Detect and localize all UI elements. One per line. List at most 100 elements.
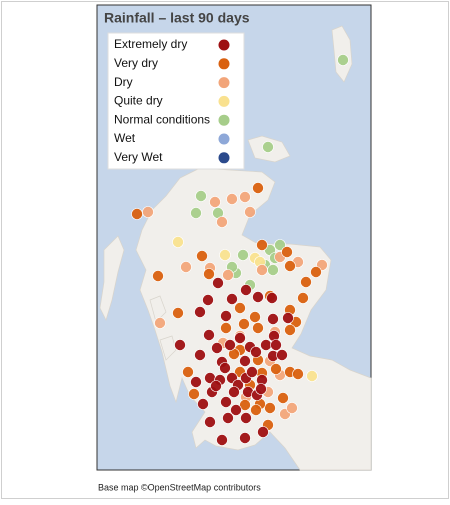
station-dot: [270, 363, 282, 375]
legend-swatch: [218, 39, 230, 51]
station-dot: [239, 399, 251, 411]
station-dot: [234, 302, 246, 314]
station-dot: [210, 380, 222, 392]
station-dot: [194, 306, 206, 318]
station-dot: [274, 239, 286, 251]
station-dot: [284, 324, 296, 336]
station-dot: [216, 434, 228, 446]
station-dot: [203, 268, 215, 280]
station-dot: [152, 270, 164, 282]
station-dot: [239, 432, 251, 444]
station-dot: [222, 412, 234, 424]
station-dot: [188, 388, 200, 400]
station-dot: [264, 402, 276, 414]
station-dot: [237, 249, 249, 261]
station-dot: [182, 366, 194, 378]
station-dot: [310, 266, 322, 278]
station-dot: [226, 193, 238, 205]
station-dot: [174, 339, 186, 351]
station-dot: [255, 383, 267, 395]
station-dot: [267, 313, 279, 325]
stations: [131, 54, 349, 446]
station-dot: [228, 386, 240, 398]
station-dot: [211, 342, 223, 354]
legend-swatch: [218, 77, 230, 89]
legend-label: Quite dry: [114, 94, 163, 108]
station-dot: [246, 366, 258, 378]
station-dot: [220, 396, 232, 408]
station-dot: [226, 293, 238, 305]
station-dot: [250, 346, 262, 358]
station-dot: [240, 284, 252, 296]
station-dot: [131, 208, 143, 220]
station-dot: [216, 216, 228, 228]
station-dot: [180, 261, 192, 273]
station-dot: [219, 249, 231, 261]
station-dot: [222, 269, 234, 281]
station-dot: [220, 322, 232, 334]
station-dot: [240, 412, 252, 424]
legend-label: Normal conditions: [114, 112, 210, 126]
station-dot: [239, 355, 251, 367]
station-dot: [252, 182, 264, 194]
station-dot: [212, 277, 224, 289]
station-dot: [172, 236, 184, 248]
legend-label: Extremely dry: [114, 37, 187, 51]
legend-label: Dry: [114, 75, 133, 89]
station-dot: [249, 311, 261, 323]
station-dot: [252, 322, 264, 334]
legend: Extremely dry Very dry Dry Quite dry Normal …: [114, 37, 230, 164]
station-dot: [252, 291, 264, 303]
station-dot: [197, 398, 209, 410]
legend-label: Wet: [114, 131, 136, 145]
station-dot: [209, 196, 221, 208]
station-dot: [250, 404, 262, 416]
station-dot: [286, 402, 298, 414]
station-dot: [172, 307, 184, 319]
station-dot: [267, 264, 279, 276]
station-dot: [195, 190, 207, 202]
station-dot: [270, 339, 282, 351]
station-dot: [230, 404, 242, 416]
station-dot: [300, 276, 312, 288]
station-dot: [337, 54, 349, 66]
station-dot: [256, 264, 268, 276]
station-dot: [306, 370, 318, 382]
station-dot: [281, 246, 293, 258]
station-dot: [219, 362, 231, 374]
legend-swatch: [218, 114, 230, 126]
station-dot: [239, 191, 251, 203]
station-dot: [190, 207, 202, 219]
station-dot: [202, 294, 214, 306]
station-dot: [220, 310, 232, 322]
station-dot: [203, 329, 215, 341]
station-dot: [238, 318, 250, 330]
station-dot: [190, 376, 202, 388]
legend-swatch: [218, 58, 230, 70]
station-dot: [277, 392, 289, 404]
station-dot: [297, 292, 309, 304]
station-dot: [284, 260, 296, 272]
station-dot: [282, 312, 294, 324]
legend-swatch: [218, 133, 230, 145]
station-dot: [276, 349, 288, 361]
station-dot: [224, 339, 236, 351]
legend-label: Very dry: [114, 56, 158, 70]
station-dot: [244, 206, 256, 218]
attribution: Base map ©OpenStreetMap contributors: [98, 482, 261, 492]
station-dot: [194, 349, 206, 361]
station-dot: [292, 368, 304, 380]
station-dot: [142, 206, 154, 218]
legend-label: Very Wet: [114, 150, 163, 164]
station-dot: [260, 339, 272, 351]
station-dot: [262, 141, 274, 153]
station-dot: [256, 239, 268, 251]
station-dot: [234, 332, 246, 344]
station-dot: [196, 250, 208, 262]
station-dot: [204, 416, 216, 428]
station-dot: [257, 426, 269, 438]
station-dot: [154, 317, 166, 329]
legend-swatch: [218, 152, 230, 164]
